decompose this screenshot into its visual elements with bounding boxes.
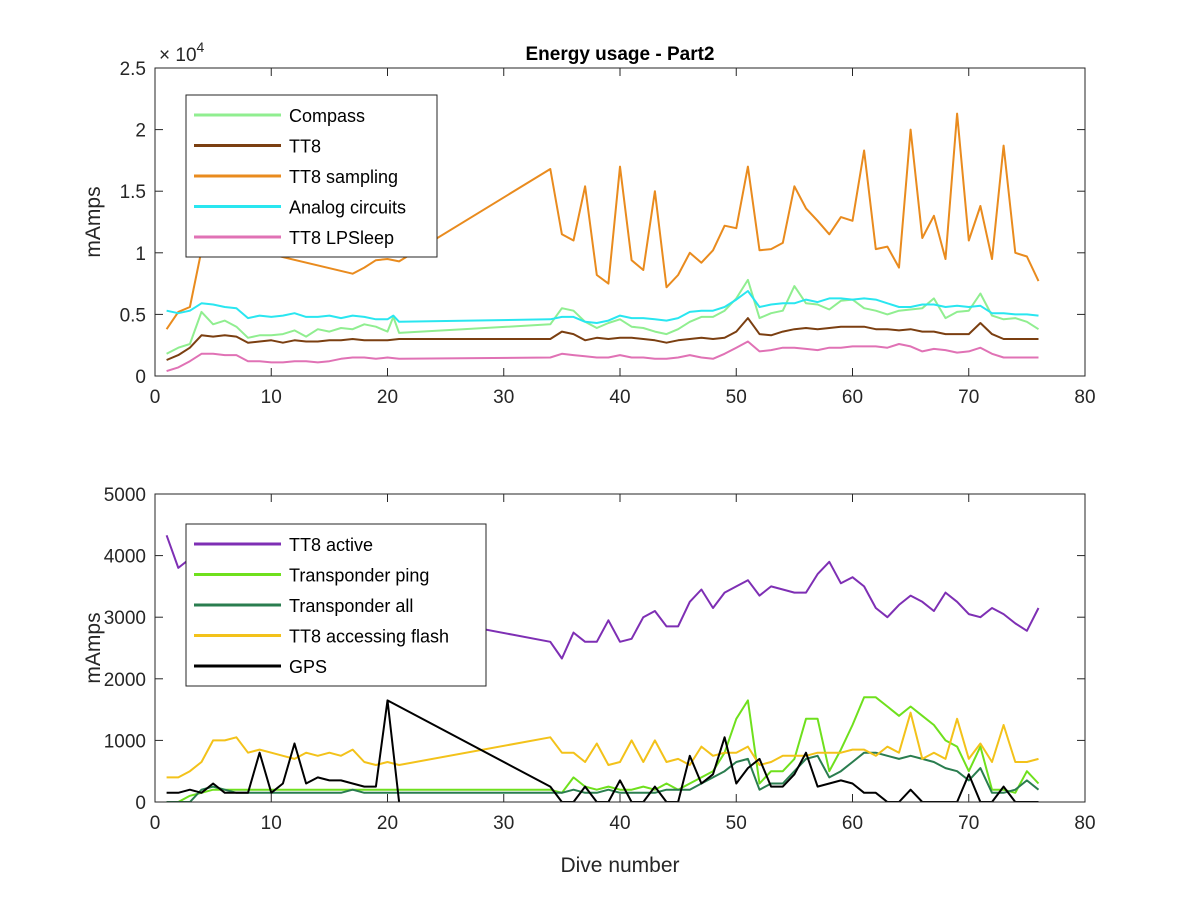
series-line-compass (166, 278, 1040, 355)
series-line-tt8-lpsleep (166, 340, 1039, 373)
series-line-gps (166, 699, 1039, 802)
x-tick-label: 80 (1074, 813, 1095, 834)
y-tick-label: 1000 (104, 731, 146, 752)
y-tick-label: 0 (135, 793, 146, 814)
legend-entry: TT8 active (289, 535, 373, 555)
legend: TT8 active Transponder ping Transponder al… (185, 523, 487, 687)
y-tick-label: 4000 (104, 547, 146, 568)
y-tick-label: 2 (135, 121, 146, 142)
legend-entry: TT8 sampling (289, 167, 398, 187)
x-tick-label: 10 (261, 387, 282, 408)
y-tick-label: 1.5 (120, 182, 146, 203)
y-scale-exponent: × 104 (159, 39, 205, 66)
series-line-analog-circuits (166, 290, 1039, 324)
y-tick-label: 2.5 (120, 59, 146, 80)
chart-title: Energy usage - Part2 (525, 44, 714, 65)
x-tick-label: 60 (842, 813, 863, 834)
legend-entry: TT8 LPSleep (289, 228, 394, 248)
x-tick-label: 30 (493, 387, 514, 408)
chart-1: 0 10 20 30 40 50 60 70 80 0 0.5 1 1.5 2 2.5 Energy usag… (82, 39, 1096, 408)
y-tick-label: 0.5 (120, 305, 146, 326)
x-tick-label: 30 (493, 813, 514, 834)
series-line-tt8-sampling (165, 112, 1040, 330)
legend-entry: TT8 accessing flash (289, 627, 449, 647)
y-tick-label: 0 (135, 367, 146, 388)
legend-entry: Transponder all (289, 596, 413, 616)
series-line-tt8-active (165, 534, 1040, 660)
x-tick-label: 80 (1074, 387, 1095, 408)
series-line-transponder-ping (166, 696, 1040, 802)
x-tick-label: 20 (377, 813, 398, 834)
x-tick-label: 40 (609, 813, 630, 834)
x-tick-label: 10 (261, 813, 282, 834)
y-axis-label: mAmps (82, 612, 105, 683)
y-tick-label: 2000 (104, 670, 146, 691)
y-tick-label: 1 (135, 244, 146, 265)
x-tick-label: 20 (377, 387, 398, 408)
legend: Compass TT8 TT8 sampling Analog circuits TT8… (185, 94, 438, 258)
x-tick-label: 50 (726, 387, 747, 408)
x-tick-label: 70 (958, 813, 979, 834)
y-scale-exponent-power: 4 (197, 39, 205, 55)
series-line-tt8-accessing-flash (166, 711, 1039, 779)
x-axis-label: Dive number (560, 854, 679, 877)
x-tick-label: 40 (609, 387, 630, 408)
x-tick-label: 0 (150, 813, 161, 834)
legend-entry: Transponder ping (289, 566, 429, 586)
legend-entry: TT8 (289, 137, 321, 157)
y-axis-label: mAmps (82, 186, 105, 257)
x-tick-label: 60 (842, 387, 863, 408)
series-group (165, 534, 1040, 802)
x-tick-label: 0 (150, 387, 161, 408)
series-line-tt8 (166, 317, 1039, 361)
series-line-transponder-all (166, 751, 1040, 802)
x-tick-label: 50 (726, 813, 747, 834)
y-tick-label: 5000 (104, 485, 146, 506)
x-tick-label: 70 (958, 387, 979, 408)
y-tick-label: 3000 (104, 608, 146, 629)
legend-entry: Compass (289, 106, 365, 126)
chart-2: 0 10 20 30 40 50 60 70 80 0 1000 2000 3000 4000 5000 mA… (82, 485, 1096, 877)
legend-entry: Analog circuits (289, 198, 406, 218)
series-group (165, 112, 1040, 373)
legend-entry: GPS (289, 657, 327, 677)
